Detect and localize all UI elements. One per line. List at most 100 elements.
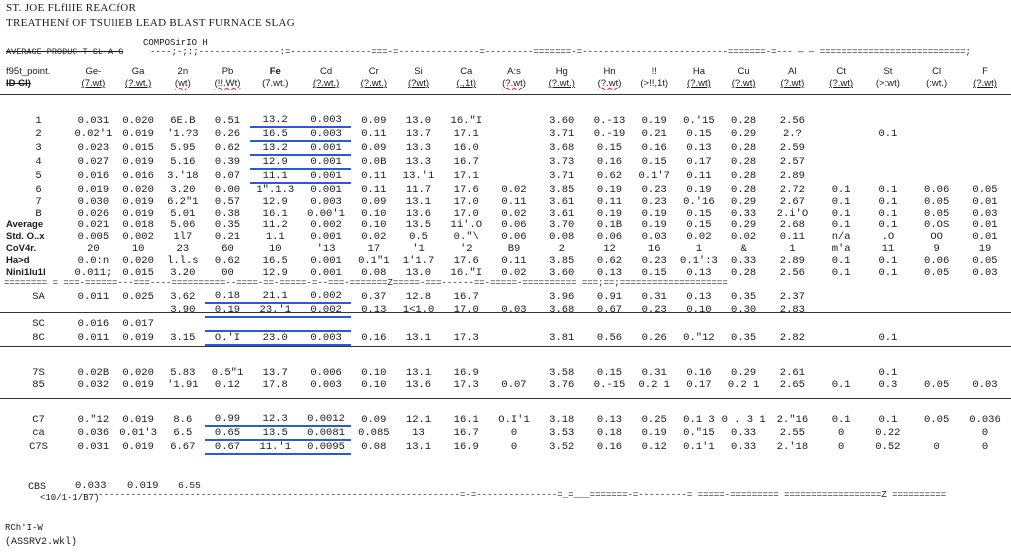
table-cell: 0.1 (878, 367, 898, 379)
table-cell (961, 155, 1009, 169)
table-cell (864, 317, 913, 331)
table-cell: 0.005 (77, 231, 110, 243)
table-cell: 0.031 (77, 114, 110, 127)
cbs-zn: 6.55 (178, 480, 201, 491)
table-cell: 0.31 (641, 290, 667, 303)
table-row: 1 0.031 0.020 6E.B 0.51 13.2 0.003 0.09 13.0 16."… (4, 114, 1009, 128)
header-unit-cell: (!!.Wt) (214, 78, 241, 89)
table-cell: 3.73 (549, 156, 575, 168)
table-cell: 0.05 (924, 267, 950, 279)
table-cell: 17.3 (453, 332, 479, 344)
bottom-rule: ----------------------------------------… (82, 490, 947, 500)
table-cell: 0.10 (686, 304, 712, 316)
table-cell (492, 317, 537, 331)
table-cell: 2.72 (779, 183, 805, 196)
header-cell: Hg (555, 66, 568, 77)
table-cell: 0.10 (361, 208, 387, 220)
table-cell: n/a (831, 231, 851, 243)
table-cell: 0.26 (214, 128, 241, 140)
table-cell: 5.01 (170, 208, 196, 220)
table-cell: 0.16 (641, 142, 667, 154)
table-cell: 0.09 (361, 114, 387, 127)
table-cell: 0.002 (310, 219, 342, 231)
table-cell: 0.019 (122, 128, 154, 140)
table-cell: 16.7 (453, 427, 479, 439)
table-cell: 0.019 (122, 208, 154, 220)
table-cell: 2.61 (779, 367, 805, 379)
table-cell (819, 114, 864, 127)
table-cell: 0.19 (641, 427, 667, 439)
s-table: 7S 0.02B 0.020 5.83 0.5"1 13.7 0.006 0.10 13.1 16… (4, 367, 1009, 391)
table-cell: 2.37 (779, 290, 805, 303)
table-row: 2 0.02'1 0.019 '1.?3 0.26 16.5 0.003 0.11 13.7 17… (4, 127, 1009, 142)
table-cell (632, 317, 677, 331)
table-cell: 0.06 (501, 231, 527, 243)
table-cell (961, 367, 1009, 379)
table-cell: 3.15 (170, 332, 196, 344)
table-cell (961, 331, 1009, 345)
table-cell: 3.60 (549, 114, 575, 127)
table-cell: 0.016 (77, 318, 110, 330)
table-cell (492, 155, 537, 169)
table-cell: 23.'1 (249, 303, 301, 318)
table-cell: 2.56 (779, 114, 805, 127)
table-cell: 0.011 (77, 332, 110, 344)
table-cell (300, 317, 352, 332)
table-cell: 0.13 (686, 267, 712, 279)
table-cell: 0.15 (641, 156, 667, 168)
rule-before-c (0, 398, 1011, 399)
table-cell: 3.96 (549, 290, 575, 303)
table-cell: 0.'16 (683, 196, 715, 208)
table-cell: 0.09 (361, 196, 387, 208)
table-cell: 0.085 (358, 427, 390, 439)
header-cell: Ga (131, 66, 145, 77)
header-cell: Ge- (85, 66, 102, 77)
table-cell: 12.1 (405, 413, 432, 426)
table-cell: 0.23 (641, 183, 667, 196)
table-cell: 0.1 (831, 255, 851, 267)
table-cell: 13.7 (262, 367, 288, 379)
table-cell: 0.08 (549, 231, 575, 243)
table-row: 8C 0.011 0.019 3.15 O.'I 23.0 0.003 0.16 13.1 17.… (4, 331, 1009, 346)
table-row: 4 0.027 0.019 5.16 0.39 12.9 0.001 0.0B 13.3 16.7… (4, 155, 1009, 170)
table-cell: 0.05 (924, 208, 950, 220)
header-row-elements: f95t_point. Ge- Ga 2n Pb Fe Cd Cr Si Ca … (4, 66, 1009, 78)
table-cell: 17.3 (453, 379, 479, 391)
table-cell: 0.015 (122, 267, 154, 279)
table-cell (961, 141, 1009, 155)
table-cell: 0.01 (972, 231, 998, 243)
table-cell: 0.18 (205, 290, 250, 304)
table-row: 85 0.032 0.019 '1.91 0.12 17.8 0.003 0.10 13.6 17… (4, 379, 1009, 391)
header-unit-cell: (7.wt) (81, 78, 106, 89)
header-cell: Ct (836, 66, 846, 77)
table-cell: 13 (412, 427, 425, 439)
table-cell: 3.76 (549, 379, 575, 391)
table-cell: 0 (838, 427, 845, 439)
header-rule (0, 94, 1011, 95)
table-cell: 0.56 (596, 332, 623, 344)
table-cell: 5.16 (170, 156, 196, 168)
header-cell: f95t_point. (6, 66, 51, 77)
table-cell: 12.9 (262, 196, 288, 208)
table-cell: 0.026 (77, 208, 110, 220)
header-cell: Cu (737, 66, 750, 77)
table-cell: 0.00 (214, 183, 241, 196)
table-cell: 0.019 (122, 332, 154, 344)
table-cell: 16.9 (453, 441, 479, 453)
table-cell: & (740, 243, 747, 255)
table-cell: 0.0B (361, 156, 387, 168)
row-label: 3 (35, 142, 42, 154)
table-cell: 11.1 (249, 169, 301, 184)
table-cell: 16.5 (249, 127, 301, 142)
table-cell: 0.016 (77, 170, 110, 182)
header-cell: Cd (319, 66, 333, 77)
table-cell: 0 (981, 427, 989, 439)
table-cell: 3.71 (549, 128, 575, 140)
table-cell: 0.011 (77, 290, 110, 303)
table-cell: 0.15 (686, 219, 712, 231)
table-cell: 0."\ (453, 231, 479, 243)
table-cell: 0 (981, 441, 989, 453)
table-cell (912, 290, 961, 303)
table-cell: 0.03 (501, 304, 527, 316)
table-row: 5 0.016 0.016 3.'18 0.07 11.1 0.001 0.11 13.'1 17… (4, 169, 1009, 184)
